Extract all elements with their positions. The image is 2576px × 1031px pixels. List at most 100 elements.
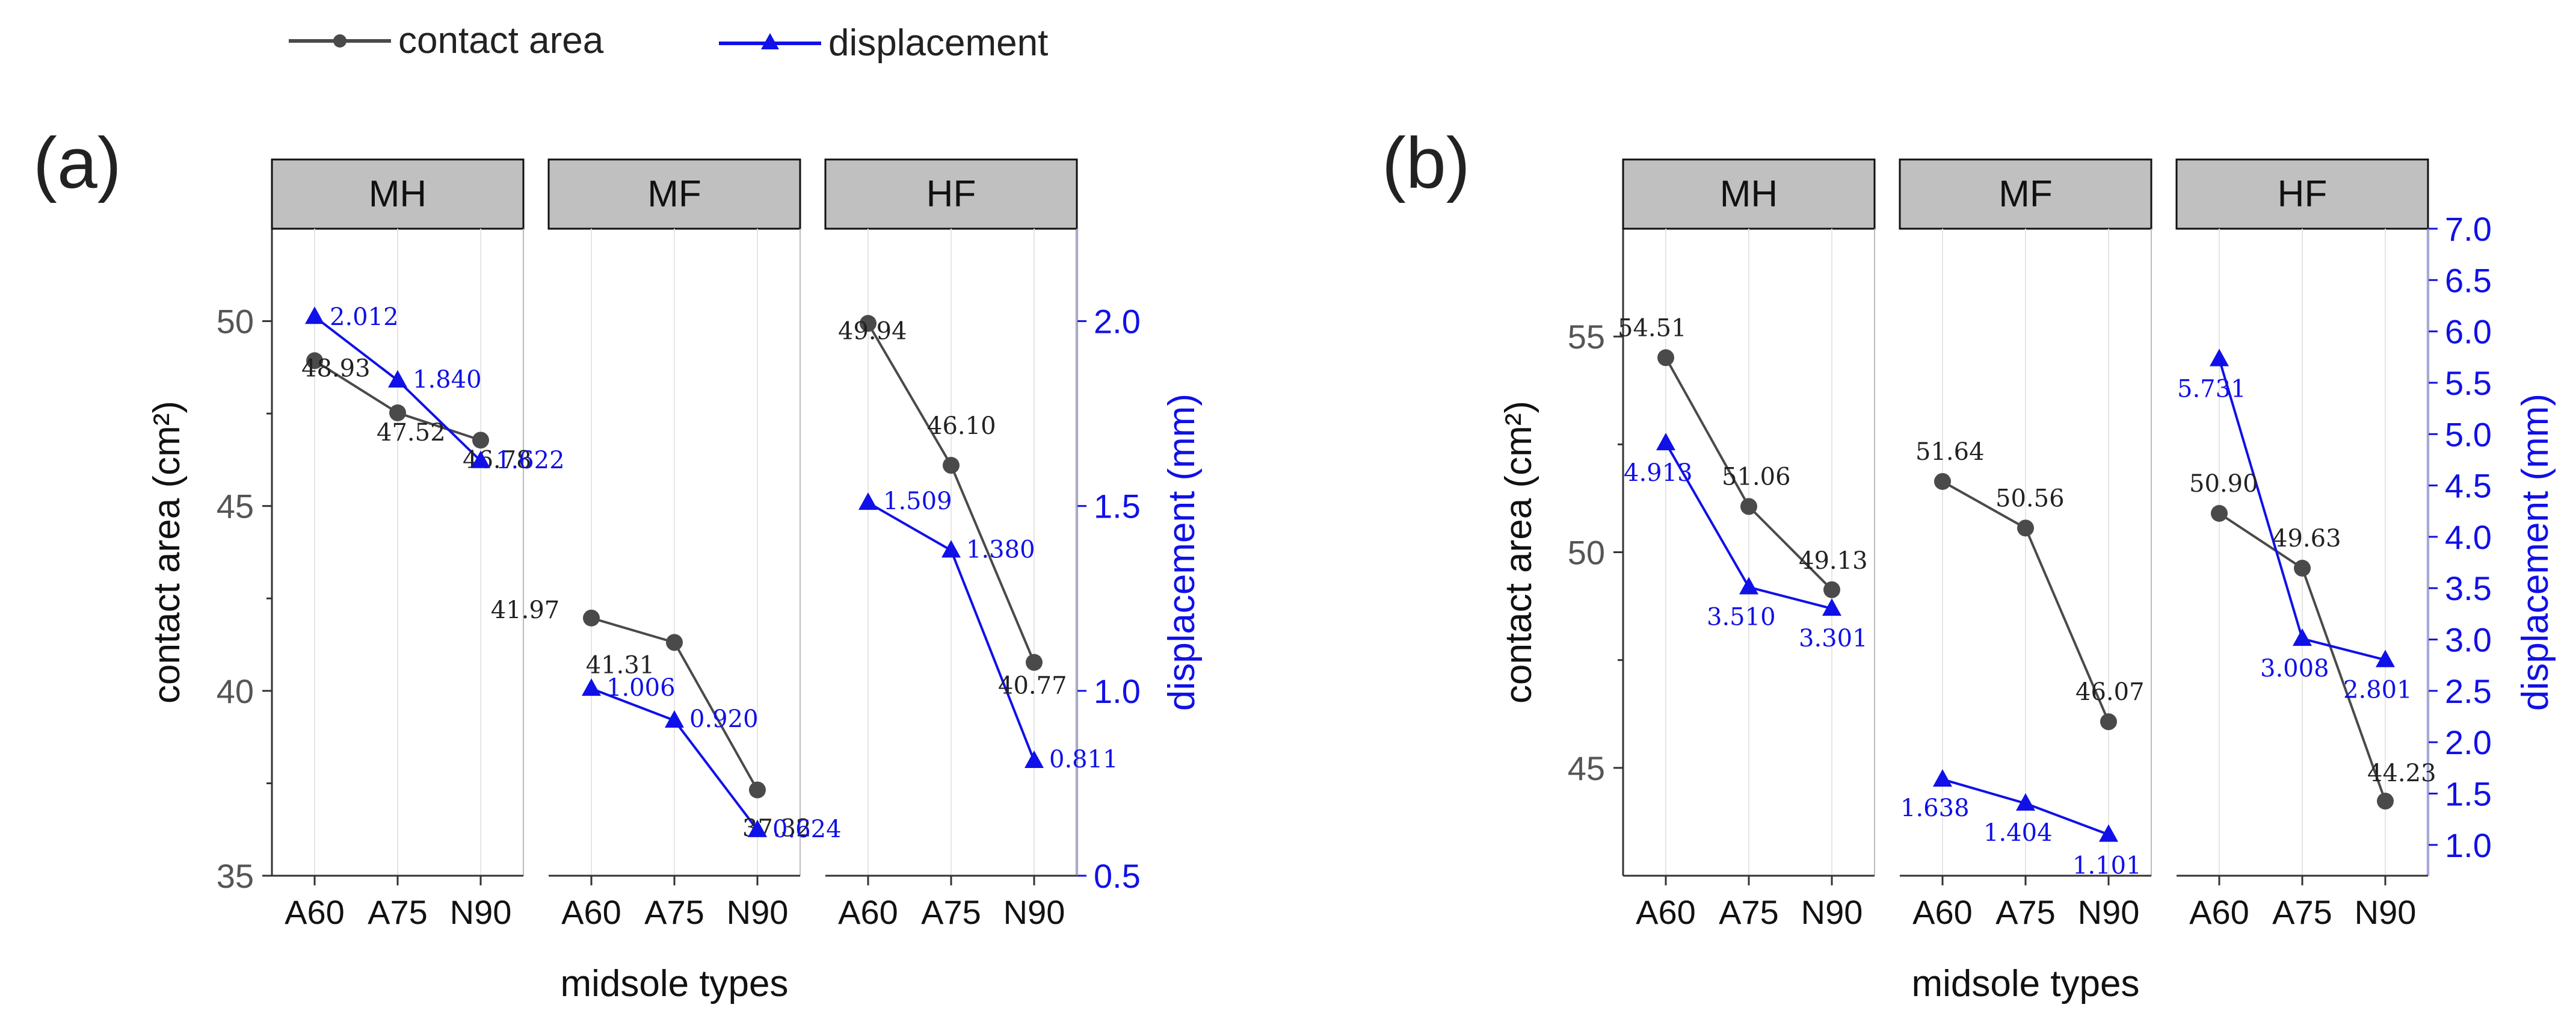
contact-area-data-label: 41.31	[586, 651, 655, 679]
displacement-data-label: 1.622	[496, 447, 565, 474]
displacement-data-label: 3.301	[1799, 625, 1868, 652]
contact-area-point	[1026, 654, 1043, 671]
contact-area-data-label: 50.56	[1995, 485, 2065, 512]
right-tick-label: 2.0	[1094, 303, 1141, 341]
x-tick-label: A60	[561, 893, 621, 931]
right-tick-label: 3.5	[2445, 569, 2492, 607]
right-tick-label: 7.0	[2445, 210, 2492, 248]
facet-strip	[547, 158, 801, 230]
contact-area-point	[1934, 472, 1951, 490]
contact-area-data-label: 49.13	[1799, 547, 1868, 575]
legend: contact area displacement	[289, 20, 1048, 64]
displacement-data-label: 4.913	[1624, 459, 1693, 487]
panel-label: (b)	[1382, 123, 1470, 203]
facet-strip-label: MH	[1720, 173, 1778, 215]
contact-area-point	[1657, 349, 1674, 367]
facet-hf: HF A60 A75 N90 49.94 46.10 40.77 1.509 1.380 0.81…	[824, 158, 1118, 931]
x-tick-label: A75	[1995, 893, 2056, 931]
x-tick-label: A75	[921, 893, 981, 931]
displacement-point	[2210, 348, 2229, 367]
x-axis-label: midsole types	[1911, 963, 2139, 1005]
contact-area-data-label: 49.63	[2272, 525, 2341, 553]
facet-strip-label: MF	[647, 173, 701, 215]
displacement-point	[582, 678, 601, 696]
displacement-data-label: 0.920	[689, 705, 759, 733]
legend-displacement-marker	[761, 33, 779, 49]
x-tick-label: A75	[368, 893, 428, 931]
x-tick-label: A75	[2272, 893, 2332, 931]
left-tick-label: 45	[217, 488, 254, 525]
x-tick-label: A60	[1636, 893, 1696, 931]
displacement-data-label: 0.811	[1049, 746, 1118, 773]
contact-area-point	[749, 781, 766, 799]
contact-area-point	[2017, 519, 2034, 537]
right-y-axis-label: displacement (mm)	[1161, 394, 1203, 711]
contact-area-point	[860, 315, 877, 332]
x-tick-label: N90	[2355, 893, 2417, 931]
right-tick-label: 1.0	[2445, 826, 2492, 864]
facet-strip-label: HF	[2278, 173, 2328, 215]
contact-area-data-label: 54.51	[1618, 314, 1687, 342]
right-tick-label: 1.5	[2445, 775, 2492, 813]
displacement-point	[858, 492, 878, 510]
facet-strip-label: HF	[926, 173, 976, 215]
displacement-data-label: 2.801	[2343, 676, 2412, 704]
contact-area-data-label: 41.97	[491, 596, 560, 624]
facet-mh: MH A60 A75 N90 54.51 51.06 49.13 4.913 3.510 3.30…	[1618, 158, 1876, 931]
displacement-data-label: 1.404	[1983, 819, 2053, 847]
contact-area-data-label: 49.94	[838, 317, 907, 345]
contact-area-point	[2294, 560, 2311, 577]
displacement-point	[748, 819, 767, 837]
displacement-point	[2293, 628, 2312, 646]
displacement-point	[941, 540, 961, 558]
displacement-point	[471, 450, 490, 468]
displacement-data-label: 0.624	[772, 816, 842, 843]
contact-area-point	[1823, 581, 1840, 598]
left-y-axis-label: contact area (cm²)	[1498, 401, 1539, 704]
facet-mh: MH A60 A75 N90 48.93 47.52 46.78 2.012 1.840 1.62…	[271, 158, 565, 931]
contact-area-point	[943, 457, 960, 474]
contact-area-point	[666, 634, 683, 651]
contact-area-data-label: 47.52	[377, 419, 446, 447]
x-axis-label: midsole types	[560, 963, 788, 1005]
displacement-data-label: 3.008	[2260, 655, 2329, 683]
contact-area-point	[389, 404, 406, 421]
legend-contact-area-label: contact area	[398, 20, 604, 61]
displacement-data-label: 5.731	[2177, 376, 2246, 403]
displacement-point	[1025, 750, 1044, 768]
facet-strip	[1899, 158, 2152, 230]
left-tick-label: 45	[1568, 749, 1605, 787]
right-tick-label: 3.0	[2445, 621, 2492, 659]
contact-area-data-label: 44.23	[2367, 760, 2436, 787]
x-tick-label: A60	[838, 893, 898, 931]
right-tick-label: 4.5	[2445, 467, 2492, 505]
contact-area-point	[2211, 505, 2228, 522]
right-y-axis-label: displacement (mm)	[2515, 394, 2556, 711]
right-tick-label: 5.0	[2445, 415, 2492, 453]
displacement-point	[1739, 577, 1758, 595]
right-tick-label: 6.5	[2445, 261, 2492, 299]
facet-strip-label: MH	[369, 173, 427, 215]
right-tick-label: 5.5	[2445, 364, 2492, 402]
displacement-point	[1933, 769, 1952, 787]
contact-area-data-label: 40.77	[998, 672, 1067, 700]
displacement-point	[2376, 649, 2395, 667]
displacement-point	[1656, 433, 1675, 451]
left-tick-label: 55	[1568, 318, 1605, 356]
displacement-data-label: 2.012	[330, 303, 399, 331]
displacement-data-label: 1.380	[966, 536, 1035, 563]
left-tick-label: 50	[217, 303, 254, 341]
contact-area-point	[2100, 713, 2117, 731]
x-tick-label: A75	[644, 893, 704, 931]
displacement-data-label: 1.638	[1900, 794, 1970, 822]
x-tick-label: N90	[1801, 893, 1863, 931]
displacement-point	[1822, 598, 1841, 616]
contact-area-point	[583, 609, 600, 627]
x-tick-label: A75	[1719, 893, 1779, 931]
displacement-point	[665, 710, 684, 728]
displacement-data-label: 1.101	[2072, 852, 2142, 880]
chart-panel-b: (b) 45 50 55 contact area (cm²) 1.0 1.5 2.0 2.5 3…	[1382, 123, 2556, 1005]
displacement-data-label: 1.840	[413, 366, 482, 394]
facet-mf: MF A60 A75 N90 51.64 50.56 46.07 1.638 1.404 1.10…	[1899, 158, 2152, 931]
